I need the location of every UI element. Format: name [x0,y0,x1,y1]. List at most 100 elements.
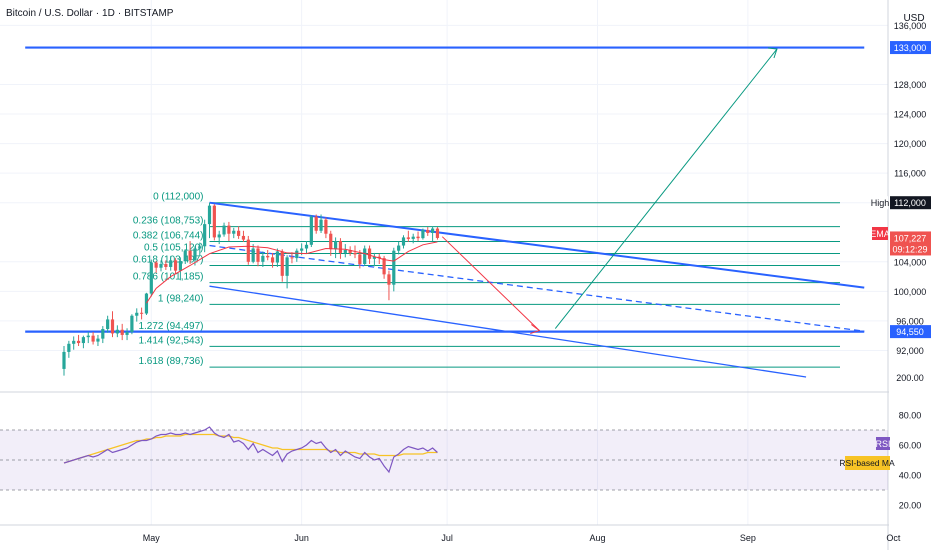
candle-body [154,262,158,268]
title-separator: · [117,8,122,19]
candle-body [237,230,241,236]
candle-body [387,274,391,285]
rsi-line [63,426,438,474]
fib-level-label: 0.618 (103,497) [133,255,204,266]
candle-body [144,293,149,314]
fib-level-label: 0.5 (105,120) [144,243,204,254]
countdown-label: 09:12:29 [892,244,927,254]
axes: 136,000 128,000 124,000 120,000 116,000 112,0… [143,0,932,550]
candle-body [227,225,231,234]
rsi-tick-label: 60.00 [899,441,922,451]
candle-body [280,251,284,276]
ema-tag-bg [872,227,888,240]
fib-level-label: 0.786 (101,185) [133,272,204,283]
candle-body [304,244,309,249]
rsi-ma-tag: RSI-based MA [839,458,895,468]
candle-body [183,250,187,262]
candle-body [421,230,425,239]
candle-body [295,250,299,259]
candle-body [125,331,129,335]
time-tick-label: Jul [441,533,453,543]
price-badge [890,41,931,55]
candle-body [198,246,202,249]
high-tag: High [871,198,890,208]
candle-body [188,250,192,261]
candle-body [140,312,144,314]
price-badge [890,231,931,256]
candle-body [207,205,212,225]
time-tick-label: Oct [886,533,901,543]
candle-body [241,235,246,240]
candle-body [110,319,115,334]
price-badge [890,196,931,210]
candle-body [416,236,420,239]
price-badge-label: 112,000 [894,198,926,208]
price-badge-label: 94,550 [896,327,924,337]
exchange-name: BITSTAMP [124,8,174,19]
candle-body [426,230,430,233]
candle-body [91,335,95,342]
fib-level-label: 1.272 (94,497) [138,321,203,332]
price-tick-label: 92,000 [896,346,924,356]
price-tick-label: 116,000 [894,169,926,179]
candle-body [115,329,119,334]
candle-body [314,216,318,231]
candle-body [290,257,294,259]
rsi-pane [0,426,888,491]
candle-body [159,264,163,268]
candle-body [149,262,153,294]
ema-line [146,241,438,304]
candle-body [86,335,90,338]
price-tick-label: 136,000 [894,21,927,31]
time-tick-label: Sep [740,533,756,543]
candle-body [392,250,396,285]
trendlines[interactable] [25,46,865,378]
candle-body [377,256,381,259]
rsi-tick-label: 40.00 [899,471,922,481]
currency-label[interactable]: USD [903,13,924,24]
price-badge [890,325,931,339]
candle-body [72,340,76,344]
rsi-tag-bg [876,437,890,450]
candle-body [285,257,289,276]
candle-body [256,248,260,262]
rsi-tag: RSI [875,439,890,449]
candle-body [435,228,440,238]
symbol-name[interactable]: Bitcoin / U.S. Dollar [6,8,93,19]
candle-body [101,329,105,339]
candle-body [135,312,139,316]
candle-body [406,237,410,239]
price-badge-label: 133,000 [894,43,927,53]
time-tick-label: Aug [589,533,605,543]
candle-body [217,234,221,238]
fib-level-label: 0 (112,000) [153,192,203,203]
title-separator: · [95,8,100,19]
channel-upper [209,201,865,289]
rsi-tick-label: 20.00 [899,501,922,511]
ema-tag: EMA [870,229,890,239]
candle-body [372,256,376,259]
candle-body [275,251,279,263]
price-tick-label: 104,000 [894,257,927,267]
candle-body [212,205,216,238]
rsi-tick-label: 80.00 [899,411,922,421]
candle-body [329,233,333,250]
timeframe[interactable]: 1D [102,8,115,19]
price-badge-label: 107,227 [894,233,927,243]
chart-title: Bitcoin / U.S. Dollar · 1D · BITSTAMP [6,8,176,19]
candle-body [319,219,323,231]
candle-body [348,249,352,253]
price-tick-label: 96,000 [896,316,924,326]
candle-body [169,260,173,267]
candle-body [367,248,372,259]
channel-mid [209,244,865,332]
candle-body [358,254,362,265]
candle-body [324,219,328,234]
price-tick-label: 124,000 [894,110,927,120]
price-axis-bg [889,0,932,550]
fib-level-label: 1.618 (89,736) [138,356,203,367]
up-arrowhead [767,47,778,59]
candle-body [106,319,110,330]
fib-level-label: 0.382 (106,744) [133,231,204,242]
